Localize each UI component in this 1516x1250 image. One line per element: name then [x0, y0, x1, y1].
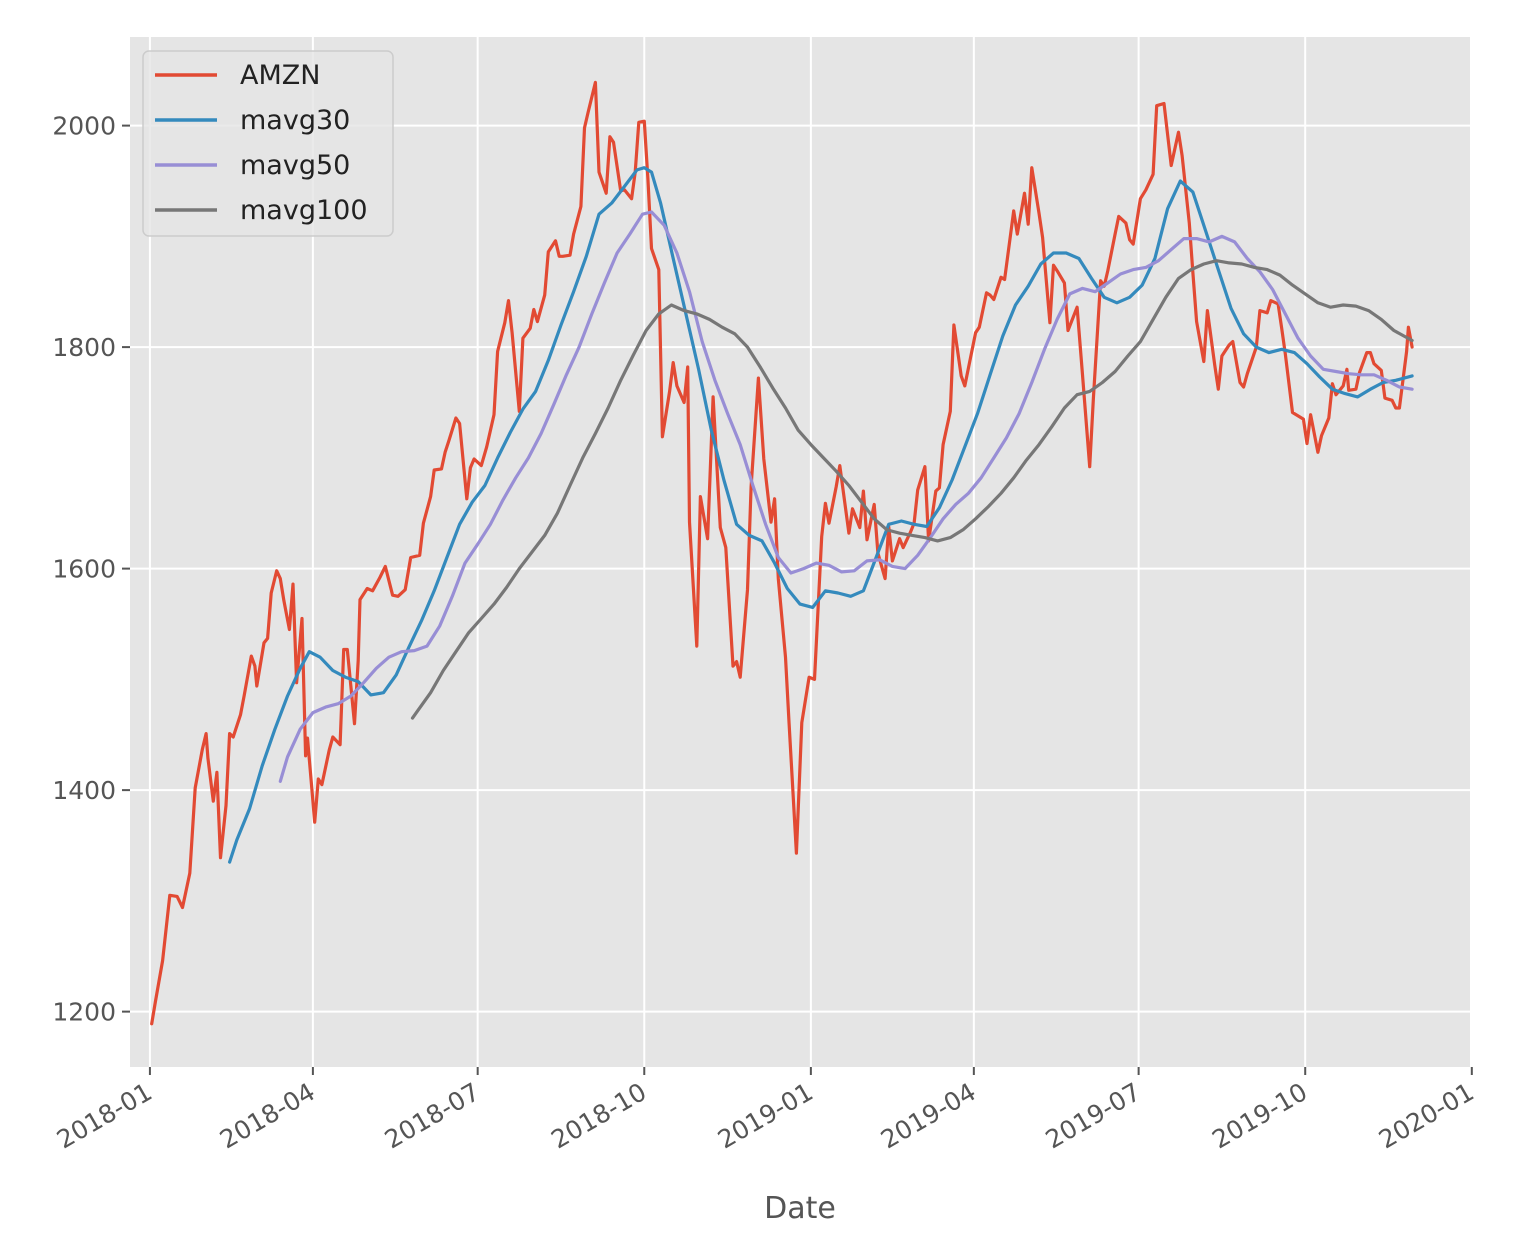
x-tick-label: 2018-07: [380, 1077, 485, 1154]
x-tick-label: 2019-10: [1207, 1077, 1312, 1154]
y-tick-label: 1600: [52, 555, 116, 584]
legend-label: mavg30: [240, 105, 350, 136]
x-tick-label: 2018-04: [215, 1077, 320, 1154]
series-line-mavg100: [410, 259, 1414, 720]
x-tick-label: 2019-01: [713, 1077, 818, 1154]
legend: AMZN mavg30 mavg50 mavg100: [142, 50, 394, 237]
series-line-amzn: [150, 80, 1414, 1026]
y-tick-label: 1800: [52, 333, 116, 362]
x-tick-label: 2020-01: [1374, 1077, 1479, 1154]
x-axis-label: Date: [764, 1191, 836, 1226]
x-tick-label: 2018-10: [546, 1077, 651, 1154]
x-tick-label: 2018-01: [52, 1077, 157, 1154]
legend-label: mavg50: [240, 150, 350, 181]
legend-box: [142, 50, 394, 237]
y-tick-label: 2000: [52, 112, 116, 141]
series-line-mavg50: [278, 210, 1414, 783]
legend-label: mavg100: [240, 195, 368, 226]
y-axis: 1200 1400 1600 1800 2000: [52, 112, 130, 1027]
x-tick-label: 2019-07: [1041, 1077, 1146, 1154]
y-tick-label: 1200: [52, 998, 116, 1027]
x-tick-label: 2019-04: [876, 1077, 981, 1154]
legend-label: AMZN: [240, 60, 320, 91]
y-tick-label: 1400: [52, 776, 116, 805]
series-lines: [150, 80, 1414, 1026]
x-axis: 2018-01 2018-04 2018-07 2018-10 2019-01 2019-…: [52, 1067, 1479, 1154]
series-line-mavg30: [228, 166, 1414, 864]
